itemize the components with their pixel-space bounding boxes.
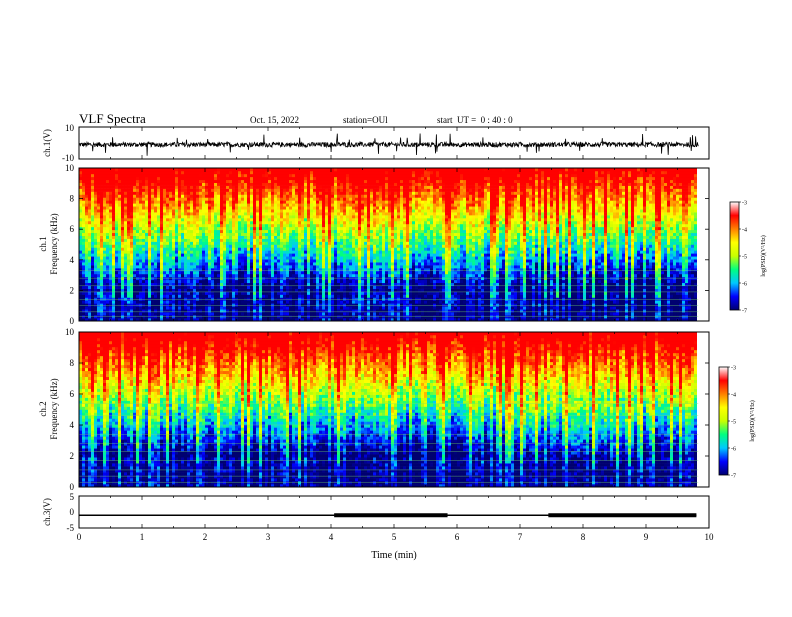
- x-tick-10: 10: [705, 532, 715, 542]
- ch1-ytick-top: 10: [65, 123, 75, 133]
- x-tick-3: 3: [266, 532, 271, 542]
- x-axis-label: Time (min): [371, 550, 416, 561]
- ch1-spectrogram-image: [79, 168, 709, 321]
- x-tick-4: 4: [329, 532, 334, 542]
- ch2-colorbar: [719, 367, 728, 475]
- cb1-tick-4: -7: [742, 309, 747, 315]
- spec2-ytick-3: 6: [70, 389, 75, 399]
- spec1-ytick-2: 4: [70, 255, 75, 265]
- x-tick-0: 0: [77, 532, 82, 542]
- x-tick-2: 2: [203, 532, 208, 542]
- cb1-tick-0: -3: [742, 201, 747, 207]
- spec2-ytick-0: 0: [70, 482, 75, 492]
- ch1-waveform-line: [79, 134, 698, 156]
- ch1-spec-ylabel-2: Frequency (kHz): [49, 213, 59, 274]
- spec1-ytick-5: 10: [65, 163, 75, 173]
- cb1-tick-3: -6: [742, 282, 747, 288]
- x-tick-1: 1: [140, 532, 145, 542]
- ch3-ytick-bottom: -5: [67, 523, 75, 533]
- spec1-ytick-1: 2: [70, 285, 75, 295]
- spec2-ytick-1: 2: [70, 451, 75, 461]
- ch2-spec-ylabel-1: ch.2: [38, 401, 48, 416]
- x-tick-7: 7: [518, 532, 523, 542]
- ch3-waveform-panel: 5 0 -5 ch.3(V) 0 1 2 3 4 5 6 7 8 9 10 Time (min): [42, 492, 714, 561]
- ch3-ylabel: ch.3(V): [42, 498, 52, 526]
- cb2-tick-0: -3: [731, 366, 736, 372]
- spec2-ytick-5: 10: [65, 327, 75, 337]
- cb1-tick-1: -4: [742, 228, 747, 234]
- x-tick-9: 9: [644, 532, 649, 542]
- start-time-label: start UT = 0 : 40 : 0: [437, 115, 513, 125]
- x-tick-8: 8: [581, 532, 586, 542]
- spec1-ytick-0: 0: [70, 316, 75, 326]
- cb1-tick-2: -5: [742, 255, 747, 261]
- ch3-ytick-top: 5: [70, 492, 75, 502]
- ch1-colorbar-label: log(PSD)(V²/Hz): [760, 235, 767, 276]
- ch3-ytick-mid: 0: [70, 507, 75, 517]
- date-label: Oct. 15, 2022: [250, 115, 299, 125]
- ch2-colorbar-label: log(PSD)(V²/Hz): [749, 400, 756, 441]
- ch2-spec-ylabel-2: Frequency (kHz): [49, 378, 59, 439]
- cb2-tick-2: -5: [731, 420, 736, 426]
- spec2-ytick-2: 4: [70, 420, 75, 430]
- spec1-ytick-3: 6: [70, 224, 75, 234]
- cb2-tick-3: -6: [731, 447, 736, 453]
- figure-title: VLF Spectra: [79, 111, 146, 126]
- x-tick-5: 5: [392, 532, 397, 542]
- ch3-frame: [79, 496, 709, 528]
- ch1-colorbar: [730, 202, 739, 310]
- cb2-tick-1: -4: [731, 393, 736, 399]
- ch2-spectrogram-image: [79, 332, 709, 487]
- station-label: station=OUl: [343, 115, 388, 125]
- cb2-tick-4: -7: [731, 474, 736, 480]
- x-tick-6: 6: [455, 532, 460, 542]
- spec2-ytick-4: 8: [70, 358, 75, 368]
- ch1-ytick-bottom: -10: [62, 153, 74, 163]
- spec1-ytick-4: 8: [70, 194, 75, 204]
- ch1-waveform-panel: 10 -10 ch.1(V): [42, 123, 709, 163]
- ch1-ylabel: ch.1(V): [42, 129, 52, 157]
- ch1-spec-ylabel-1: ch.1: [38, 236, 48, 251]
